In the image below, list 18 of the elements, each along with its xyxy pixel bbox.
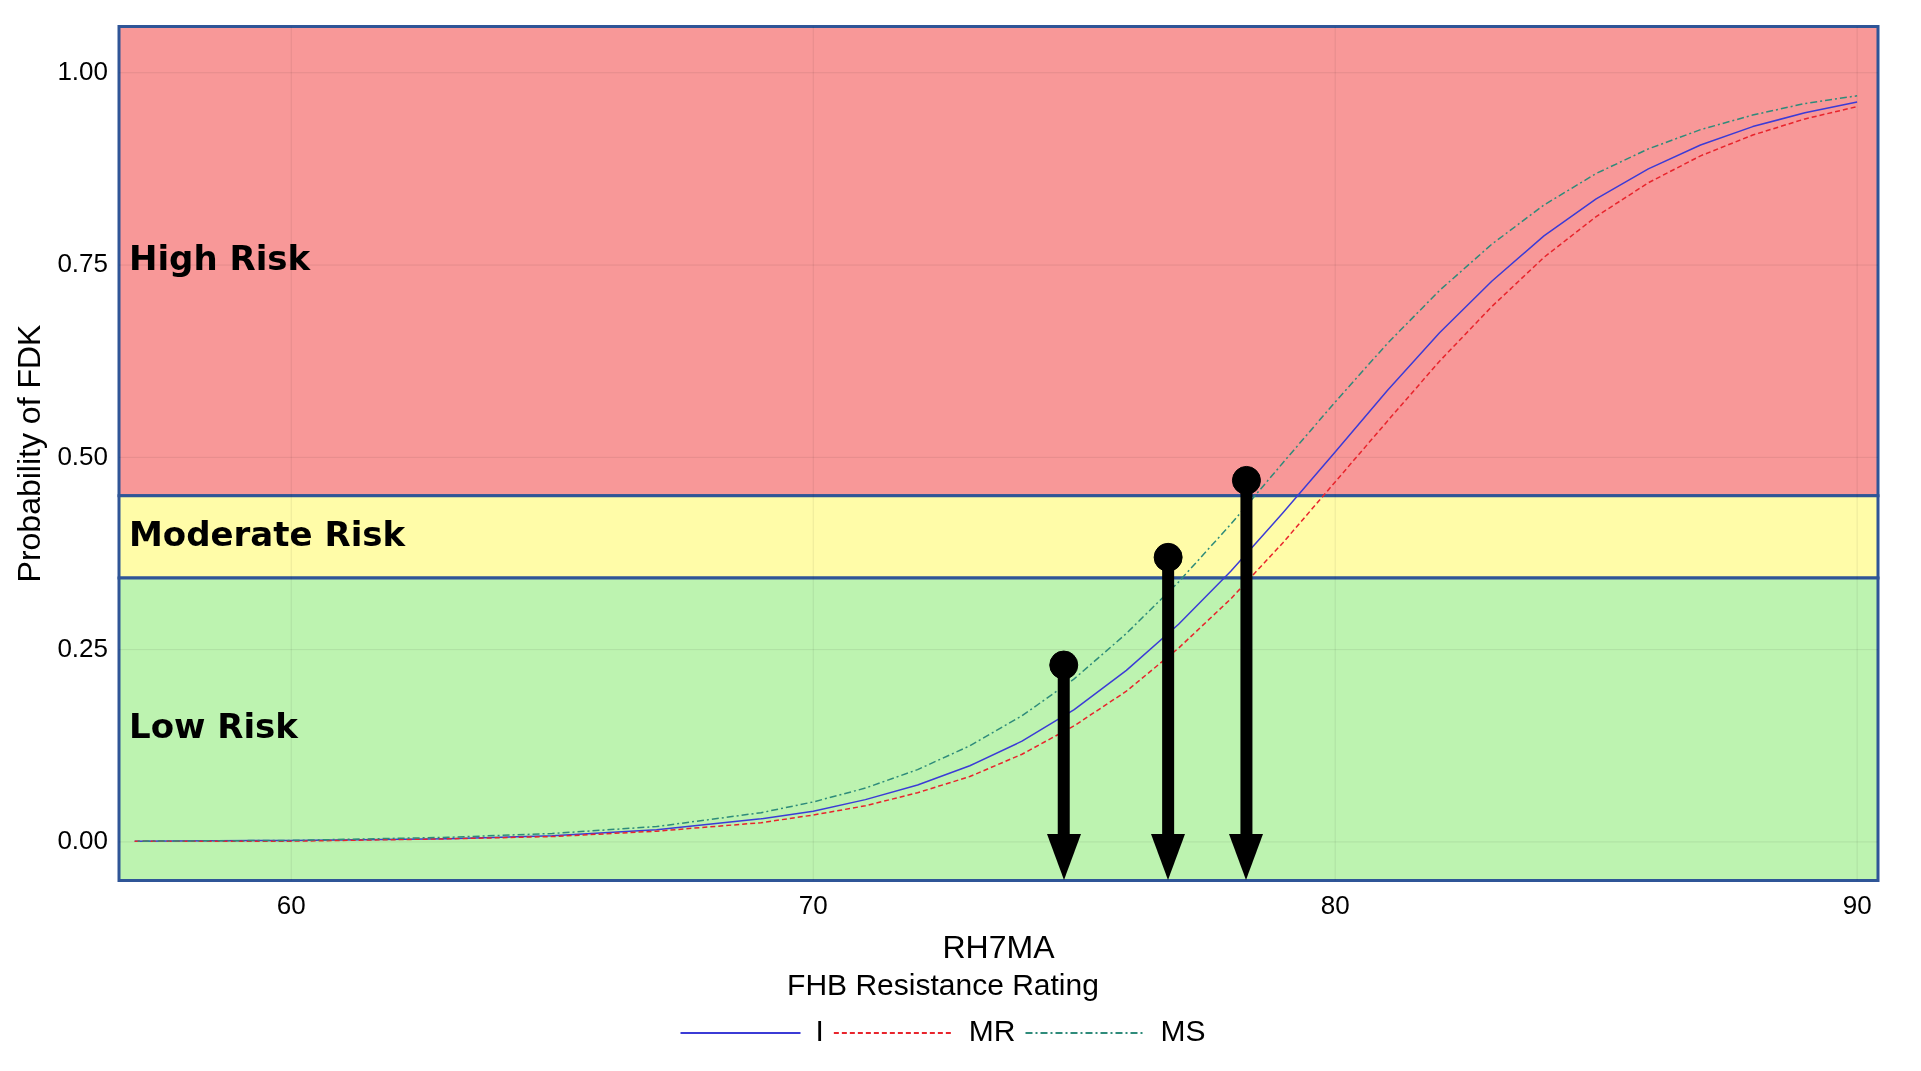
x-tick-label: 60 [276,890,306,921]
y-axis-title: Probability of FDK [11,324,48,583]
band-label: Moderate Risk [129,513,407,554]
y-tick-label: 0.25 [57,632,108,663]
band-label: Low Risk [129,706,300,747]
x-axis-title: RH7MA [942,928,1056,965]
y-tick-label: 0.75 [57,248,108,279]
legend-label: MR [968,1014,1016,1048]
legend-label: MS [1160,1014,1206,1048]
y-tick-label: 1.00 [57,55,108,86]
band-label: High Risk [129,238,312,279]
legend-label: I [815,1014,824,1048]
x-tick-label: 70 [798,890,828,921]
x-tick-label: 90 [1842,890,1872,921]
y-tick-label: 0.00 [57,825,108,856]
x-tick-label: 80 [1320,890,1350,921]
y-tick-label: 0.50 [57,440,108,471]
legend-title: FHB Resistance Rating [787,968,1099,1002]
